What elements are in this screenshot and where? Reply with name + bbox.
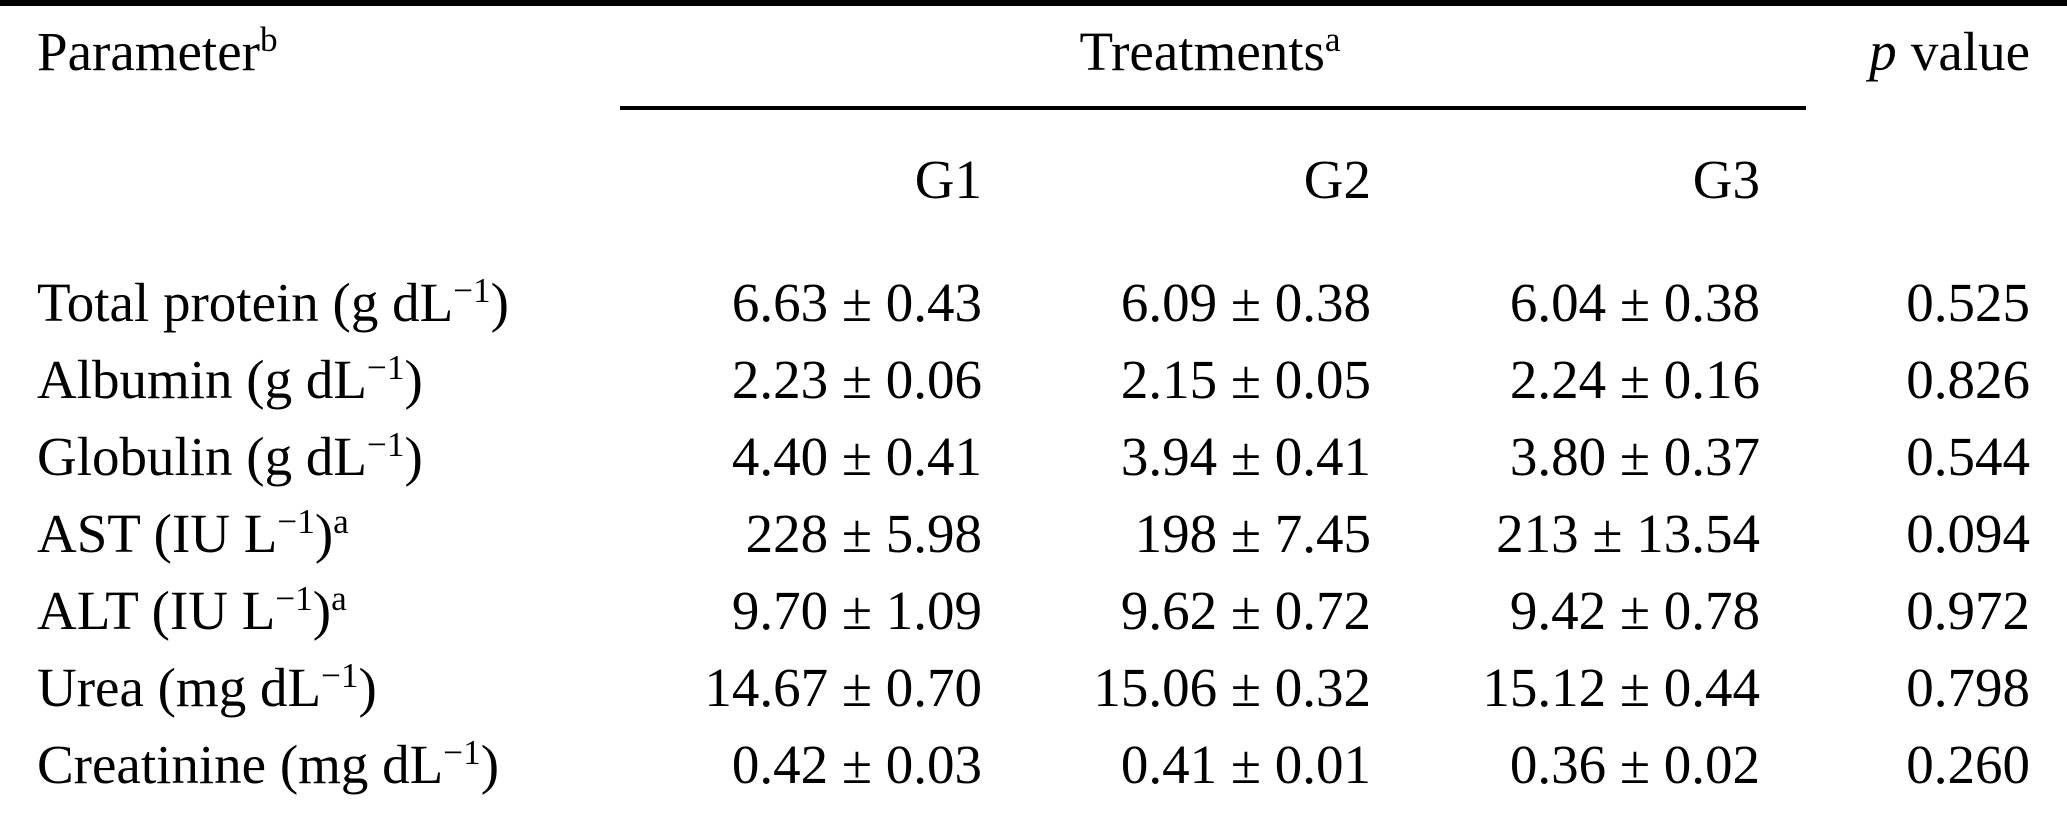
treatments-group-header: Treatmentsa <box>1079 19 1341 82</box>
row-label-text: AST (IU L <box>37 503 278 564</box>
value-cell-g3: 6.04 ± 0.38 <box>1509 272 1761 333</box>
table-row-total-protein: Total protein (g dL−1) 6.63 ± 0.43 6.09 … <box>0 252 2067 341</box>
value-cell-p: 0.798 <box>1906 657 2031 718</box>
value-cell-g3: 0.36 ± 0.02 <box>1509 734 1761 795</box>
table-bottom-rule <box>0 0 2067 6</box>
row-label-text: Total protein (g dL <box>37 272 454 333</box>
treatments-span-rule <box>620 106 1806 110</box>
value-cell-g2: 6.09 ± 0.38 <box>1120 272 1371 333</box>
results-table: Parameterb Treatmentsa p value G1 G2 G3 T… <box>0 6 2067 803</box>
value-cell-p: 0.260 <box>1906 734 2031 795</box>
value-cell-p: 0.544 <box>1906 426 2031 487</box>
value-cell-g3: 15.12 ± 0.44 <box>1482 657 1761 718</box>
value-cell-g3: 2.24 ± 0.16 <box>1509 349 1761 410</box>
value-cell-g2: 9.62 ± 0.72 <box>1120 580 1371 641</box>
value-cell-g3: 213 ± 13.54 <box>1496 503 1761 564</box>
table-row-globulin: Globulin (g dL−1) 4.40 ± 0.41 3.94 ± 0.4… <box>0 418 2067 495</box>
value-cell-g1: 4.40 ± 0.41 <box>731 426 982 487</box>
p-value-column-header: p value <box>1760 6 2067 252</box>
row-label: Creatinine (mg dL−1) <box>37 732 500 795</box>
row-label-close: ) <box>404 426 423 487</box>
row-label-close: ) <box>314 503 334 564</box>
row-label: AST (IU L−1)a <box>37 501 349 564</box>
value-cell-g1: 9.70 ± 1.09 <box>731 580 982 641</box>
row-label-text: ALT (IU L <box>37 580 276 641</box>
row-label-close: ) <box>480 734 500 795</box>
row-label-text: Urea (mg dL <box>37 657 322 718</box>
value-cell-p: 0.525 <box>1906 272 2031 333</box>
value-cell-g1: 2.23 ± 0.06 <box>731 349 982 410</box>
value-cell-g1: 14.67 ± 0.70 <box>704 657 982 718</box>
row-label-close: ) <box>490 272 509 333</box>
row-label: Globulin (g dL−1) <box>37 424 423 487</box>
value-cell-g1: 6.63 ± 0.43 <box>731 272 982 333</box>
row-label-text: Globulin (g dL <box>37 426 367 487</box>
header-row-top: Parameterb Treatmentsa p value <box>0 6 2067 138</box>
value-cell-g2: 3.94 ± 0.41 <box>1120 426 1371 487</box>
value-cell-g1: 228 ± 5.98 <box>745 503 982 564</box>
header-row-groups: G1 G2 G3 <box>0 138 2067 252</box>
value-cell-g2: 2.15 ± 0.05 <box>1120 349 1371 410</box>
p-value-word: value <box>1910 21 2031 82</box>
row-label-close: ) <box>404 349 423 410</box>
value-cell-g2: 0.41 ± 0.01 <box>1120 734 1371 795</box>
column-header-g3: G3 <box>1692 149 1761 210</box>
table-row-ast: AST (IU L−1)a 228 ± 5.98 198 ± 7.45 213 … <box>0 495 2067 572</box>
value-cell-g2: 198 ± 7.45 <box>1134 503 1371 564</box>
value-cell-p: 0.826 <box>1906 349 2031 410</box>
treatments-header-label: Treatments <box>1079 21 1325 82</box>
p-symbol: p <box>1869 21 1897 82</box>
row-label-text: Albumin (g dL <box>37 349 367 410</box>
row-label: Albumin (g dL−1) <box>37 347 423 410</box>
value-cell-g2: 15.06 ± 0.32 <box>1093 657 1371 718</box>
value-cell-p: 0.972 <box>1906 580 2031 641</box>
parameter-header-label: Parameter <box>37 21 260 82</box>
value-cell-g3: 9.42 ± 0.78 <box>1509 580 1761 641</box>
table-row-urea: Urea (mg dL−1) 14.67 ± 0.70 15.06 ± 0.32… <box>0 649 2067 726</box>
column-header-g1: G1 <box>914 149 982 210</box>
value-cell-g1: 0.42 ± 0.03 <box>731 734 982 795</box>
row-label-close: ) <box>312 580 332 641</box>
value-cell-g3: 3.80 ± 0.37 <box>1509 426 1761 487</box>
row-label: Total protein (g dL−1) <box>37 270 509 333</box>
row-label: Urea (mg dL−1) <box>37 655 377 718</box>
table-row-creatinine: Creatinine (mg dL−1) 0.42 ± 0.03 0.41 ± … <box>0 726 2067 803</box>
row-label: ALT (IU L−1)a <box>37 578 347 641</box>
table-row-alt: ALT (IU L−1)a 9.70 ± 1.09 9.62 ± 0.72 9.… <box>0 572 2067 649</box>
row-label-text: Creatinine (mg dL <box>37 734 444 795</box>
row-label-close: ) <box>358 657 377 718</box>
value-cell-p: 0.094 <box>1906 503 2031 564</box>
table-row-albumin: Albumin (g dL−1) 2.23 ± 0.06 2.15 ± 0.05… <box>0 341 2067 418</box>
parameter-column-header: Parameterb <box>37 19 278 82</box>
column-header-g2: G2 <box>1303 149 1371 210</box>
